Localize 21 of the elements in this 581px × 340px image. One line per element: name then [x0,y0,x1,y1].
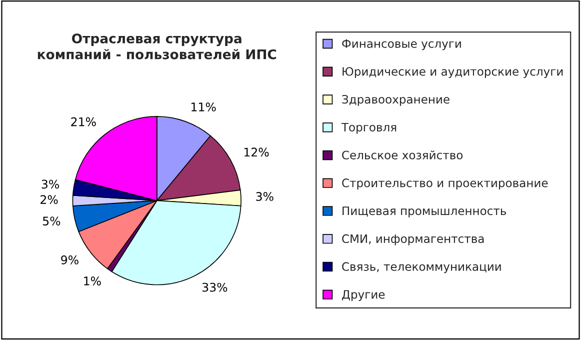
data-label: 11% [192,102,216,112]
data-label: 3% [256,192,274,201]
data-label: 2% [40,195,58,204]
data-label: 21% [71,117,96,126]
legend-label: Строительство и проектирование [342,178,548,190]
data-label: 5% [42,216,60,226]
legend-label: Сельское хозяйство [342,150,463,160]
data-label: 33% [202,282,228,292]
legend-label: Другие [342,290,385,301]
data-label: 3% [42,180,59,189]
legend-label: Юридические и аудиторские услуги [342,67,563,78]
text: Отраслевая структура компаний - пользователей ИПС [38,33,276,60]
data-label: 9% [61,255,78,264]
legend-label: СМИ, информагентства [342,234,484,246]
data-label: 1% [84,276,101,286]
legend-label: Здравоохранение [342,94,450,106]
data-label: 12% [244,148,269,157]
legend-label: Связь, телекоммуникации [342,262,501,274]
legend-label: Торговля [341,122,396,134]
legend-label: Финансовые услуги [342,39,461,50]
legend-label: Пищевая промышленность [342,206,506,218]
